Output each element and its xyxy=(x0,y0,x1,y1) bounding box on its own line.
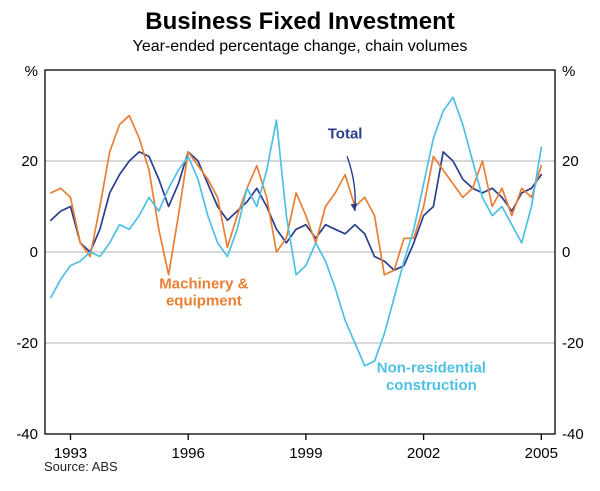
annotation-non-residential-construction-label: Non-residential construction xyxy=(377,360,486,394)
x-tick-label: 2002 xyxy=(407,445,440,462)
y-tick-label-left: 20 xyxy=(21,153,38,170)
series-line-total xyxy=(50,151,543,272)
y-axis-unit-left: % xyxy=(25,63,38,80)
chart-subtitle: Year-ended percentage change, chain volu… xyxy=(132,38,468,55)
x-tick-label: 1996 xyxy=(172,445,205,462)
y-tick-label-right: 20 xyxy=(562,153,579,170)
x-tick-label: 1993 xyxy=(54,445,87,462)
annotation-machinery-equipment-label: Machinery & equipment xyxy=(159,275,248,309)
annotation-arrowhead xyxy=(350,203,358,212)
y-tick-label-left: 0 xyxy=(30,244,38,261)
y-tick-label-right: -40 xyxy=(562,426,584,443)
y-axis-unit-right: % xyxy=(562,63,575,80)
y-tick-label-right: -20 xyxy=(562,335,584,352)
y-tick-label-left: -20 xyxy=(16,335,38,352)
y-tick-label-left: -40 xyxy=(16,426,38,443)
annotation-total-label: Total xyxy=(328,125,363,142)
source-note: Source: ABS xyxy=(44,459,118,474)
x-tick-label: 1999 xyxy=(289,445,322,462)
series-line-machinery-equipment xyxy=(50,114,543,276)
series-line-non-residential-construction xyxy=(50,96,543,367)
chart-title: Business Fixed Investment xyxy=(145,8,455,35)
x-tick-label: 2005 xyxy=(525,445,558,462)
y-tick-label-right: 0 xyxy=(562,244,570,261)
plot-border xyxy=(44,69,556,435)
